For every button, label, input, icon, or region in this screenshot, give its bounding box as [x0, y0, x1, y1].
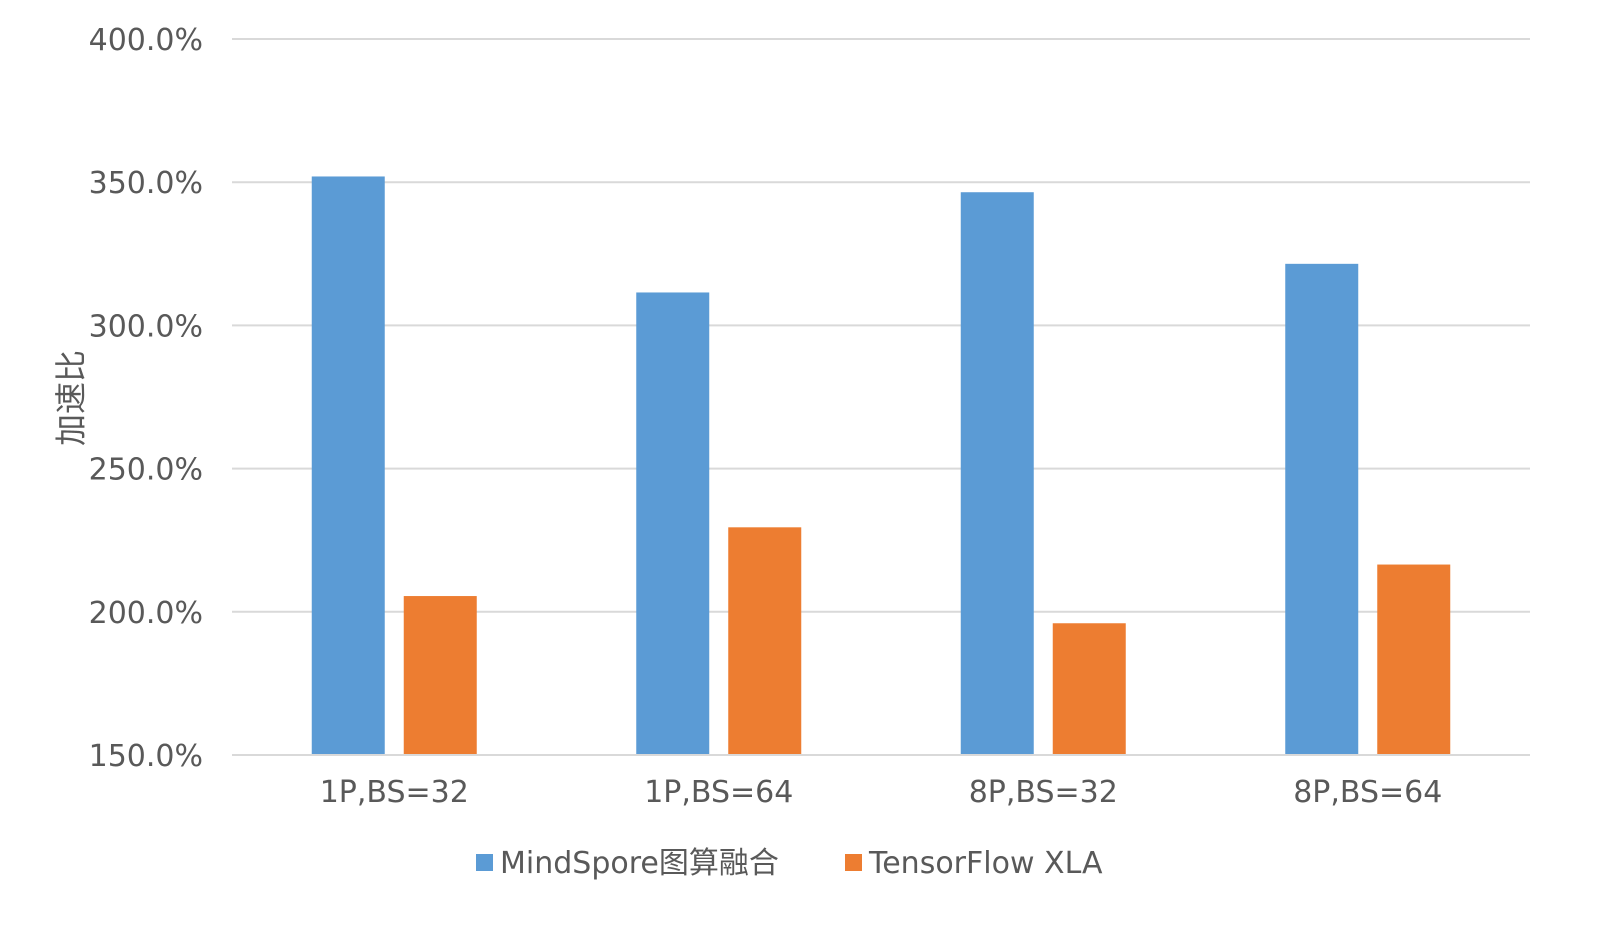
legend-swatch [845, 854, 862, 871]
y-tick-label: 350.0% [89, 166, 203, 201]
legend: MindSpore图算融合 TensorFlow XLA [476, 846, 1103, 881]
bar-mindspore-2 [636, 292, 710, 755]
bar-tensorflow-1 [403, 596, 477, 755]
bar-tensorflow-2 [728, 527, 802, 755]
bars [311, 176, 1451, 756]
x-category-label: 1P,BS=32 [320, 775, 469, 810]
bar-mindspore-1 [311, 176, 385, 756]
y-tick-label: 200.0% [89, 596, 203, 631]
y-tick-label: 150.0% [89, 739, 203, 774]
bar-mindspore-3 [960, 192, 1034, 755]
y-tick-label: 250.0% [89, 453, 203, 488]
y-tick-label: 400.0% [89, 23, 203, 58]
y-axis-title: 加速比 [52, 350, 90, 446]
legend-label: MindSpore图算融合 [500, 846, 779, 881]
y-tick-labels: 150.0% 200.0% 250.0% 300.0% 350.0% 400.0% [89, 23, 203, 774]
x-category-label: 8P,BS=32 [969, 775, 1118, 810]
legend-label: TensorFlow XLA [868, 846, 1103, 881]
bar-mindspore-4 [1285, 263, 1359, 755]
legend-swatch [476, 854, 493, 871]
bar-tensorflow-3 [1052, 623, 1126, 755]
y-tick-label: 300.0% [89, 309, 203, 344]
x-category-label: 1P,BS=64 [644, 775, 793, 810]
x-category-label: 8P,BS=64 [1293, 775, 1442, 810]
x-category-labels: 1P,BS=32 1P,BS=64 8P,BS=32 8P,BS=64 [320, 775, 1443, 810]
bar-tensorflow-4 [1377, 564, 1451, 755]
